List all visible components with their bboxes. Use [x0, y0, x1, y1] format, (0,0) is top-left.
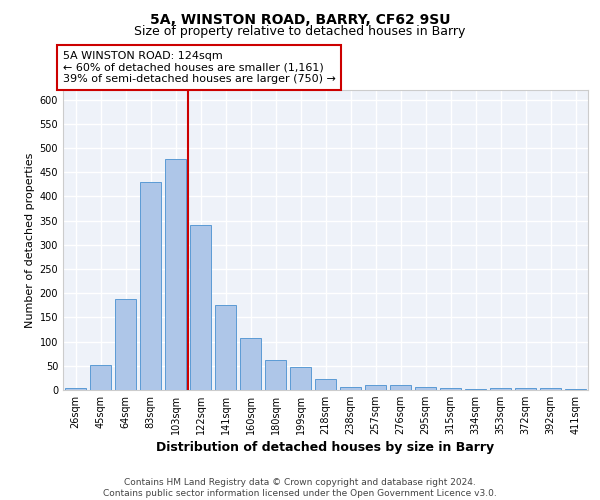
Bar [365, 385, 386, 390]
Bar [140, 182, 161, 390]
Bar [490, 388, 511, 390]
Bar [240, 338, 261, 390]
Bar [340, 386, 361, 390]
Bar [265, 360, 286, 390]
Text: 5A, WINSTON ROAD, BARRY, CF62 9SU: 5A, WINSTON ROAD, BARRY, CF62 9SU [150, 12, 450, 26]
Bar [540, 388, 561, 390]
Bar [290, 368, 311, 390]
Bar [65, 388, 86, 390]
Bar [415, 387, 436, 390]
Bar [565, 388, 586, 390]
Text: 5A WINSTON ROAD: 124sqm
← 60% of detached houses are smaller (1,161)
39% of semi: 5A WINSTON ROAD: 124sqm ← 60% of detache… [63, 51, 336, 84]
Bar [390, 385, 411, 390]
Bar [90, 365, 111, 390]
Bar [515, 388, 536, 390]
Bar [315, 379, 336, 390]
Bar [465, 388, 486, 390]
Y-axis label: Number of detached properties: Number of detached properties [25, 152, 35, 328]
Text: Contains HM Land Registry data © Crown copyright and database right 2024.
Contai: Contains HM Land Registry data © Crown c… [103, 478, 497, 498]
Bar [165, 158, 186, 390]
Bar [215, 306, 236, 390]
Bar [115, 299, 136, 390]
X-axis label: Distribution of detached houses by size in Barry: Distribution of detached houses by size … [157, 442, 494, 454]
Text: Size of property relative to detached houses in Barry: Size of property relative to detached ho… [134, 25, 466, 38]
Bar [190, 226, 211, 390]
Bar [440, 388, 461, 390]
